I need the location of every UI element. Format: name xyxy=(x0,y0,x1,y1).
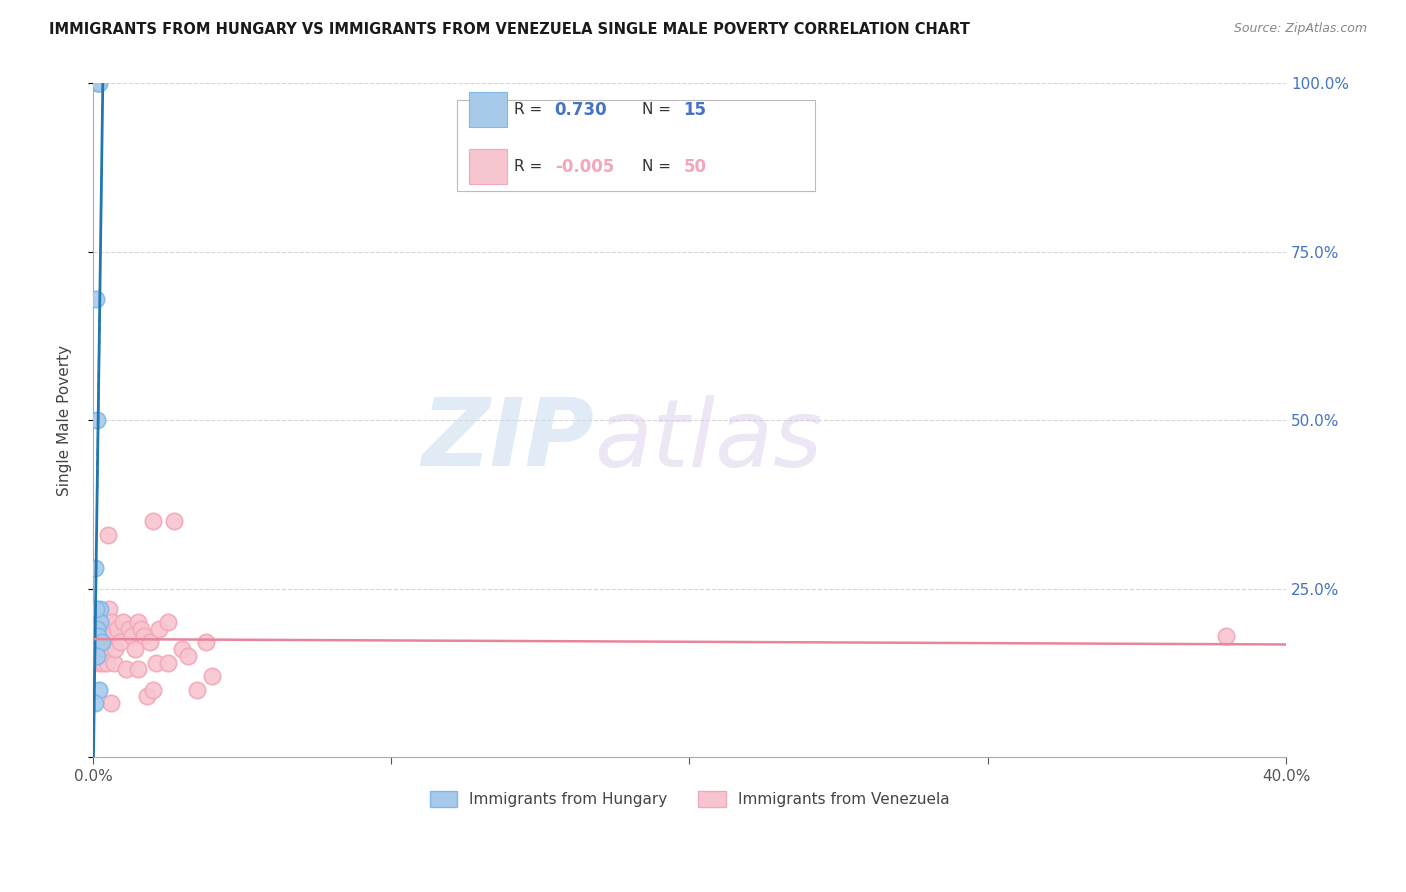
Text: ZIP: ZIP xyxy=(422,394,595,486)
Point xyxy=(96,629,118,643)
Point xyxy=(93,622,115,636)
Point xyxy=(127,662,149,676)
Text: R =: R = xyxy=(515,103,547,117)
Point xyxy=(145,656,167,670)
Text: 50: 50 xyxy=(683,158,707,176)
Point xyxy=(162,514,184,528)
Point xyxy=(124,642,146,657)
Point xyxy=(86,77,108,91)
Point xyxy=(91,635,114,649)
Point xyxy=(132,629,155,643)
Point xyxy=(142,514,165,528)
Point xyxy=(129,622,152,636)
Point xyxy=(201,669,224,683)
Text: N =: N = xyxy=(641,103,676,117)
Point xyxy=(84,292,107,306)
Point xyxy=(86,622,108,636)
Point xyxy=(135,690,157,704)
Point xyxy=(121,629,143,643)
Point xyxy=(91,635,114,649)
Text: -0.005: -0.005 xyxy=(555,158,614,176)
Point xyxy=(87,77,110,91)
FancyBboxPatch shape xyxy=(457,100,814,191)
Point xyxy=(86,615,108,630)
Y-axis label: Single Male Poverty: Single Male Poverty xyxy=(58,344,72,496)
Point xyxy=(127,615,149,630)
Point xyxy=(89,629,111,643)
Point xyxy=(84,601,107,615)
Point xyxy=(90,642,112,657)
Point xyxy=(186,682,208,697)
Point xyxy=(86,648,108,663)
Point xyxy=(91,615,114,630)
Point xyxy=(94,615,117,630)
Point xyxy=(87,656,110,670)
Point xyxy=(84,648,107,663)
Text: Source: ZipAtlas.com: Source: ZipAtlas.com xyxy=(1233,22,1367,36)
Point xyxy=(156,656,179,670)
Point xyxy=(1215,629,1237,643)
Point xyxy=(98,601,121,615)
Point xyxy=(87,77,110,91)
Point xyxy=(118,622,141,636)
Point xyxy=(93,656,115,670)
Point xyxy=(111,615,134,630)
Point xyxy=(105,622,128,636)
Point xyxy=(142,682,165,697)
Point xyxy=(108,635,131,649)
Point xyxy=(172,642,194,657)
Point xyxy=(94,642,117,657)
Point xyxy=(86,413,108,427)
Point xyxy=(101,615,124,630)
Text: 0.730: 0.730 xyxy=(555,101,607,119)
Text: atlas: atlas xyxy=(595,395,823,486)
Point xyxy=(89,601,111,615)
Text: 15: 15 xyxy=(683,101,707,119)
Text: N =: N = xyxy=(641,160,676,175)
Point xyxy=(104,642,127,657)
Point xyxy=(87,629,110,643)
Point xyxy=(156,615,179,630)
Point xyxy=(84,629,107,643)
Point xyxy=(177,648,200,663)
Point xyxy=(86,635,108,649)
Point xyxy=(89,615,111,630)
Point xyxy=(96,656,118,670)
Point xyxy=(195,635,218,649)
FancyBboxPatch shape xyxy=(468,92,508,128)
Point xyxy=(87,615,110,630)
Point xyxy=(100,696,122,710)
Point xyxy=(103,656,125,670)
Point xyxy=(89,622,111,636)
Text: R =: R = xyxy=(515,160,547,175)
Point xyxy=(97,527,120,541)
Point xyxy=(114,662,136,676)
Point xyxy=(100,629,122,643)
Point xyxy=(84,561,107,575)
Point xyxy=(84,696,107,710)
Point xyxy=(138,635,160,649)
FancyBboxPatch shape xyxy=(468,150,508,185)
Text: IMMIGRANTS FROM HUNGARY VS IMMIGRANTS FROM VENEZUELA SINGLE MALE POVERTY CORRELA: IMMIGRANTS FROM HUNGARY VS IMMIGRANTS FR… xyxy=(49,22,970,37)
Point xyxy=(87,682,110,697)
Legend: Immigrants from Hungary, Immigrants from Venezuela: Immigrants from Hungary, Immigrants from… xyxy=(423,785,956,814)
Point xyxy=(148,622,170,636)
